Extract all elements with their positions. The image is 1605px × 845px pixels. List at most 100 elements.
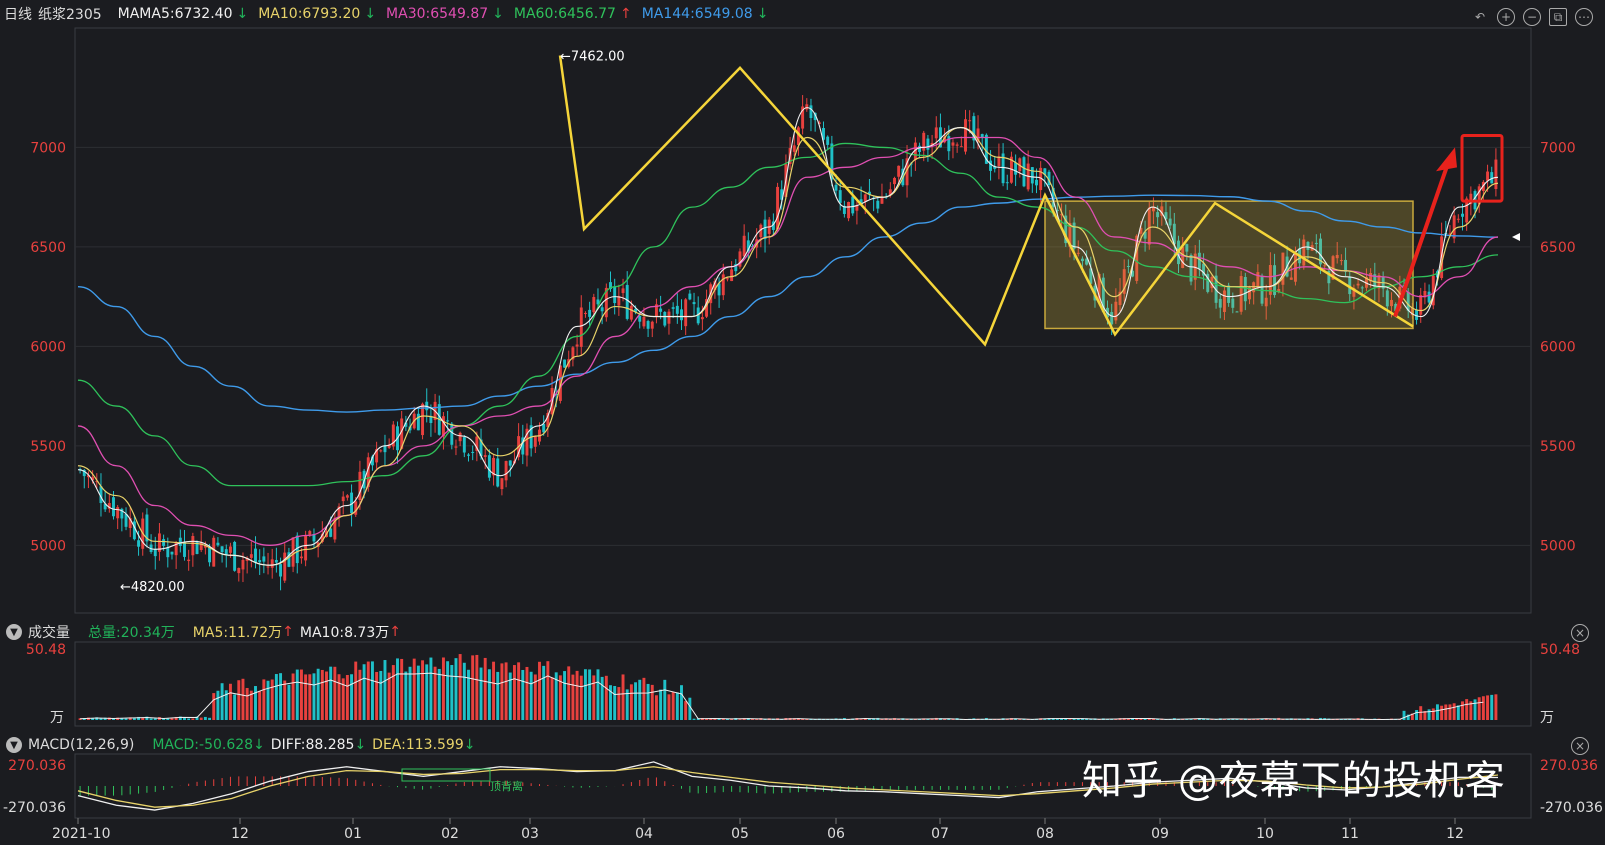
volume-bar (216, 690, 220, 720)
candle-body (688, 293, 692, 300)
candle-body (905, 158, 909, 186)
volume-bar (1193, 719, 1197, 720)
candle-body (287, 552, 291, 567)
candle-body (863, 194, 867, 202)
volume-bar (1456, 705, 1460, 720)
watermark: 知乎 @夜幕下的投机客 (1082, 758, 1506, 804)
candle-body (153, 548, 157, 557)
candle-body (876, 200, 880, 209)
volume-bar (262, 679, 266, 720)
candle-body (1289, 277, 1293, 280)
candle-body (191, 536, 195, 556)
ma30-line (77, 136, 1499, 546)
zoom-in-icon[interactable]: + (1497, 8, 1515, 26)
divergence-marker (401, 768, 491, 782)
candle-body (763, 219, 767, 240)
zoom-out-icon[interactable]: − (1523, 8, 1541, 26)
candle-body (312, 534, 316, 542)
x-tick-label: 02 (441, 826, 459, 842)
volume-max-left: 50.48 (26, 642, 66, 658)
candle-body (166, 547, 170, 558)
volume-bar (404, 671, 408, 720)
low-annotation: ←4820.00 (120, 580, 185, 595)
fullscreen-icon[interactable]: ⧉ (1549, 8, 1567, 26)
candle-body (1302, 239, 1306, 266)
volume-bar (362, 664, 366, 720)
candle-body (934, 127, 938, 139)
volume-bar (170, 718, 174, 720)
candle-body (542, 423, 546, 433)
volume-bar (667, 694, 671, 720)
candle-body (1030, 167, 1034, 184)
undo-icon[interactable]: ↶ (1474, 10, 1486, 24)
volume-bar (859, 719, 863, 720)
close-volume-icon[interactable]: × (1571, 624, 1589, 642)
volume-bar (441, 657, 445, 720)
candle-body (533, 436, 537, 447)
candle-body (1327, 270, 1331, 284)
volume-bar (325, 671, 328, 720)
candle-body (358, 471, 362, 500)
candle-body (99, 486, 103, 504)
candle-body (579, 307, 583, 347)
candle-body (387, 444, 391, 448)
volume-bar (258, 691, 262, 720)
candle-body (1001, 153, 1005, 184)
volume-bar (391, 665, 395, 720)
volume-bar (396, 658, 399, 720)
close-macd-icon[interactable]: × (1571, 737, 1589, 755)
volume-bar (358, 669, 362, 720)
candle-body (228, 546, 232, 553)
candle-body (1293, 253, 1297, 282)
volume-bar (446, 661, 450, 720)
volume-bar (738, 719, 742, 720)
volume-bar (412, 658, 416, 720)
x-tick-label: 09 (1151, 826, 1169, 842)
candle-body (943, 137, 947, 143)
volume-bar (579, 675, 583, 720)
volume-bar (500, 663, 504, 720)
volume-bar (1477, 697, 1481, 720)
volume-max-right: 50.48 (1540, 642, 1580, 658)
volume-bar (166, 718, 170, 720)
candle-body (1005, 182, 1009, 184)
candle-body (563, 359, 567, 368)
candle-body (467, 454, 470, 456)
candle-body (1231, 298, 1235, 308)
collapse-volume-icon[interactable]: ▼ (6, 624, 22, 640)
volume-bar (671, 691, 675, 720)
candle-body (617, 296, 621, 306)
candle-body (717, 283, 721, 296)
settings-icon[interactable]: ⋯ (1575, 8, 1593, 26)
ma-values: MA5:6732.40 ↓ MA10:6793.20 ↓ MA30:6549.87 ↓ MA… (139, 6, 778, 22)
candle-body (613, 286, 617, 304)
candle-body (112, 497, 115, 517)
candle-body (370, 456, 374, 466)
candle-body (675, 305, 679, 314)
highlight-box (1460, 133, 1504, 203)
period-label[interactable]: 日线 (4, 7, 32, 23)
collapse-macd-icon[interactable]: ▼ (6, 737, 22, 753)
candle-body (1264, 297, 1268, 307)
volume-bar (1227, 719, 1231, 720)
candle-body (1314, 242, 1318, 245)
candle-body (667, 311, 671, 324)
ma-item-1: MA10:6793.20 (258, 6, 361, 22)
candle-body (1461, 213, 1464, 217)
candle-body (851, 196, 855, 214)
candle-body (145, 514, 149, 542)
candle-body (976, 128, 980, 142)
candle-body (1126, 265, 1130, 267)
candle-body (333, 517, 337, 540)
candle-body (1168, 218, 1172, 226)
candle-body (1085, 258, 1089, 265)
volume-bar (642, 677, 646, 720)
candle-body (1139, 227, 1143, 234)
candle-body (1151, 207, 1155, 212)
price-tick-left: 6000 (30, 339, 66, 355)
volume-bar (1444, 704, 1448, 720)
candle-body (951, 142, 955, 146)
volume-bar (187, 718, 191, 720)
volume-bar (1268, 719, 1272, 720)
